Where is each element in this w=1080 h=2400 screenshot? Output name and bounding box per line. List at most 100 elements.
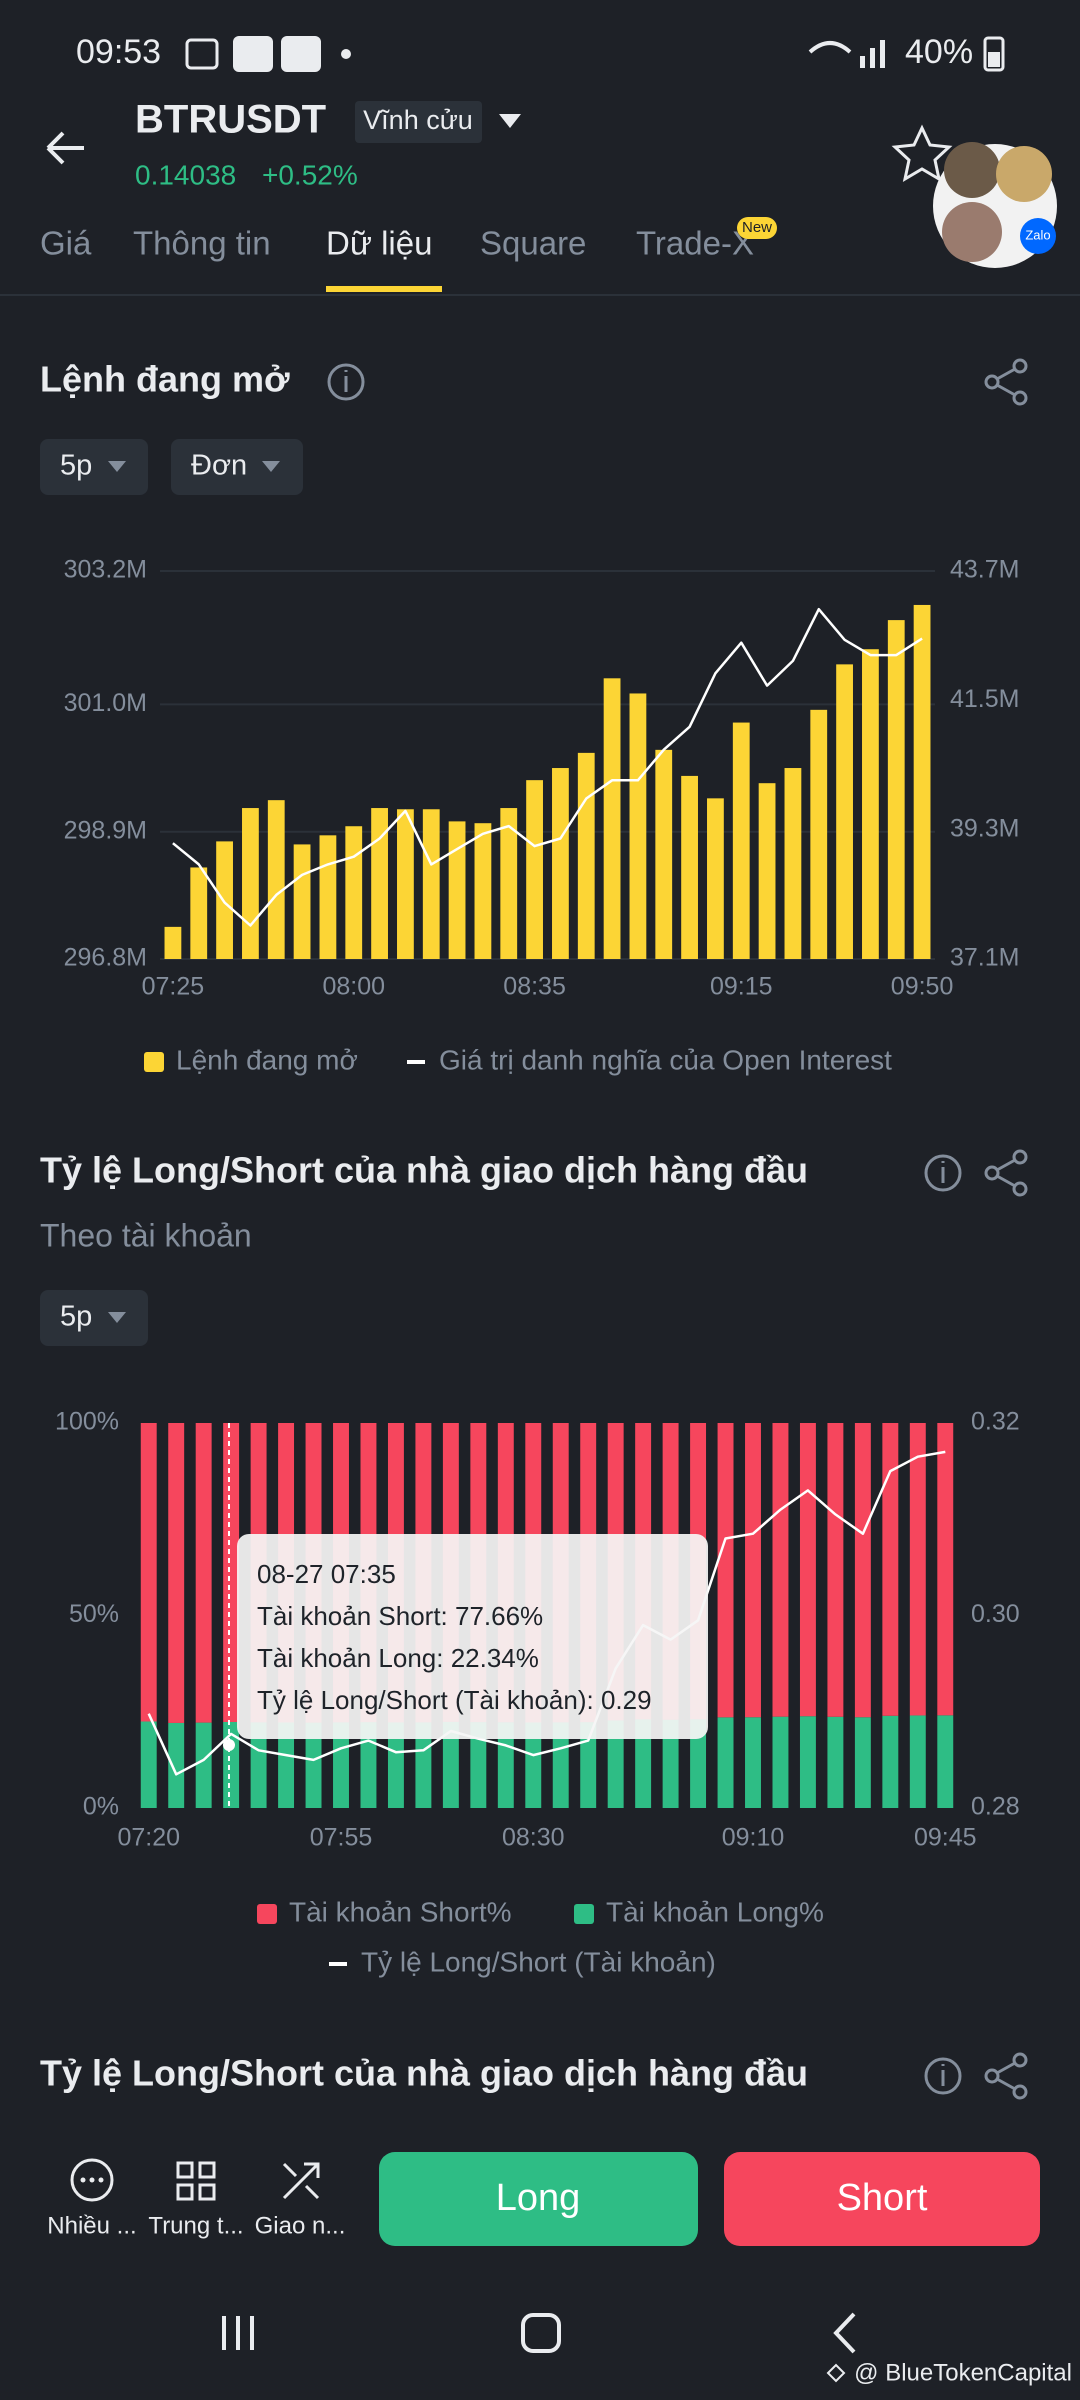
x-tick-label: 08:35 [503,973,566,1001]
bar-segment [415,1722,432,1808]
share-icon[interactable] [984,1149,1028,1197]
short-button-label: Short [837,2177,928,2219]
watermark: @ BlueTokenCapital [854,2359,1072,2386]
bar [758,783,776,959]
bar-segment [827,1716,844,1808]
legend-swatch [329,1962,347,1966]
info-icon[interactable] [924,2057,962,2095]
bar [242,808,259,959]
center-icon[interactable] [176,2161,216,2201]
more-icon[interactable] [70,2158,114,2202]
trade-icon[interactable] [282,2162,320,2200]
x-tick-label: 08:00 [322,973,385,1001]
bar [603,678,621,959]
nav-home[interactable] [521,2313,561,2353]
tooltip-time: 08-27 07:35 [257,1559,396,1589]
tab[interactable]: Giá [40,225,92,262]
tab-active[interactable]: Dữ liệu [326,225,432,262]
tooltip-line: Tài khoản Long: 22.34% [257,1643,539,1673]
legend-swatch [407,1060,425,1064]
bar-segment [387,1722,404,1808]
y-tick-label: 50% [69,1600,119,1628]
legend-swatch [257,1904,277,1924]
bar [655,749,673,959]
x-tick-label: 07:25 [142,973,205,1001]
y-tick-label: 296.8M [64,944,147,972]
bar-segment [250,1722,267,1808]
bar-segment [635,1719,652,1808]
bar [216,841,233,959]
nav-back[interactable] [833,2312,856,2354]
x-tick-label: 09:50 [891,973,954,1001]
nav-recents[interactable] [222,2316,254,2350]
bar-segment [305,1722,322,1808]
share-icon[interactable] [984,358,1028,406]
interval-dropdown[interactable] [40,1290,148,1346]
section-title: Tỷ lệ Long/Short của nhà giao dịch hàng … [40,1150,808,1191]
legend-label: Giá trị danh nghĩa của Open Interest [439,1044,892,1075]
contract-type: Vĩnh cửu [363,105,473,135]
info-icon[interactable] [327,363,365,401]
action-label[interactable]: Giao n... [255,2212,346,2239]
bar-segment [168,1423,185,1723]
tab[interactable]: Trade-X [636,225,754,262]
bar-segment [223,1423,240,1722]
bar-segment [552,1722,569,1808]
bar [552,768,569,959]
legend-label: Tài khoản Short% [289,1896,512,1927]
tab-indicator [326,286,442,292]
dropdown-caret [108,461,126,472]
bar-segment [662,1719,679,1808]
unit-label: Đơn [191,450,247,482]
y2-tick-label: 0.28 [971,1793,1020,1821]
action-label[interactable]: Nhiều ... [47,2212,136,2239]
share-icon[interactable] [984,2052,1028,2100]
interval-label: 5p [60,450,92,482]
contract-badge[interactable] [355,101,482,143]
action-label[interactable]: Trung t... [148,2212,243,2239]
legend-label: Tài khoản Long% [606,1896,824,1927]
x-tick-label: 07:20 [117,1824,180,1852]
tab[interactable]: Square [480,225,586,262]
back-button[interactable] [46,131,84,165]
chat-bubble-label: Zalo [1025,227,1050,242]
interval-dropdown[interactable] [40,439,148,495]
bar [319,835,337,959]
legend-label: Lệnh đang mở [176,1044,358,1075]
bar-segment [745,1717,761,1808]
legend-swatch [144,1052,164,1072]
unit-dropdown[interactable] [171,439,303,495]
new-badge [737,217,777,239]
last-price: 0.14038 [135,159,236,190]
chat-bubble[interactable] [933,142,1057,268]
tooltip-line: Tỷ lệ Long/Short (Tài khoản): 0.29 [257,1685,652,1715]
y-tick-label: 303.2M [64,556,147,584]
bar-segment [937,1715,954,1808]
bar [190,867,208,959]
bar-segment [799,1716,816,1808]
favorite-star[interactable] [891,124,953,183]
bar [862,649,879,959]
bar [422,809,440,959]
bar [681,775,698,959]
bar [397,809,414,959]
tooltip [237,1534,708,1739]
bar-segment [937,1423,954,1716]
section-title: Tỷ lệ Long/Short của nhà giao dịch hàng … [40,2053,808,2094]
bar-segment [195,1423,212,1723]
long-button-label: Long [496,2177,581,2219]
bar-segment [745,1423,761,1718]
long-button[interactable] [379,2152,698,2246]
bar-segment [772,1716,789,1808]
contract-dropdown[interactable] [499,114,521,128]
bar [577,752,595,959]
symbol: BTRUSDT [135,98,326,142]
y2-tick-label: 43.7M [950,556,1019,584]
bar-segment [168,1722,185,1808]
tab[interactable]: Thông tin [133,225,271,262]
y2-tick-label: 39.3M [950,814,1019,842]
short-button[interactable] [724,2152,1040,2246]
info-icon[interactable] [924,1154,962,1192]
